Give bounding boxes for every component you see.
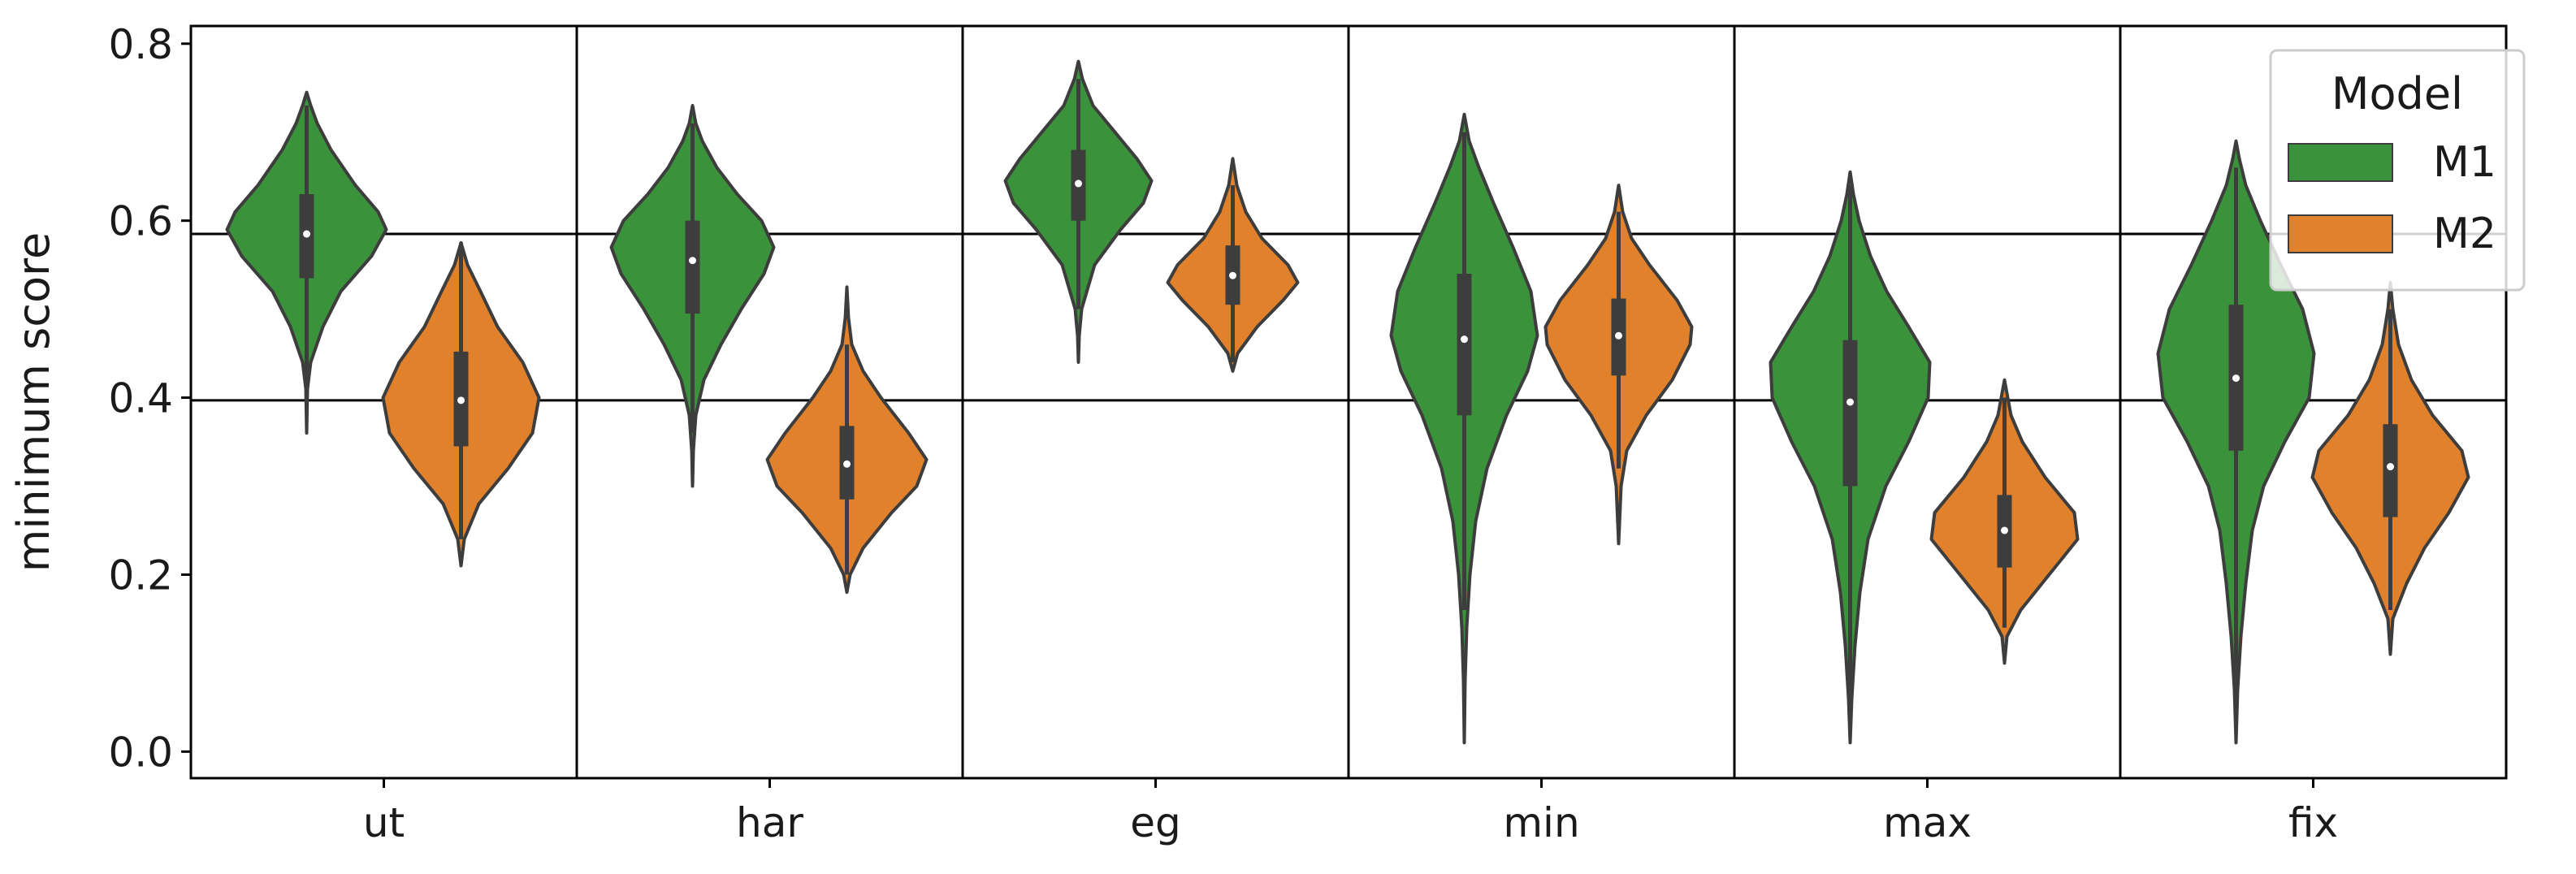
panel-separators: [575, 26, 2122, 778]
legend-label-m2: M2: [2433, 210, 2496, 258]
axes: 0.0 0.2 0.4 0.6 0.8 ut har eg min max fix: [108, 21, 2508, 846]
violin-median-point: [303, 230, 310, 238]
y-tick-label: 0.0: [108, 729, 173, 776]
legend-title: Model: [2331, 68, 2463, 119]
violin-iqr-box: [1457, 274, 1472, 416]
violin-median-point: [689, 257, 696, 265]
legend: Model M1 M2: [2269, 49, 2526, 292]
violin-median-point: [457, 396, 465, 405]
violin-iqr-box: [685, 220, 700, 314]
violin-iqr-box: [1842, 340, 1858, 487]
violin-m1-min: [1389, 112, 1539, 745]
x-tick-label: ut: [363, 799, 405, 846]
violin-m2-ut: [381, 240, 541, 568]
violin-m1-max: [1769, 170, 1932, 745]
violin-m1-ut: [225, 90, 388, 435]
violin-median-point: [2387, 463, 2394, 471]
violin-m1-har: [609, 104, 776, 488]
y-tick-label: 0.4: [108, 375, 173, 422]
violin-m2-max: [1929, 378, 2080, 665]
legend-label-m1: M1: [2433, 138, 2496, 187]
x-tick-label: eg: [1130, 799, 1181, 846]
x-tick-label: min: [1503, 799, 1579, 846]
violin-iqr-box: [2383, 424, 2398, 517]
violin-m2-har: [765, 285, 929, 595]
violin-median-point: [2001, 526, 2008, 534]
x-tick-label: max: [1883, 799, 1972, 846]
y-tick-label: 0.6: [108, 198, 173, 245]
violin-m2-min: [1543, 184, 1694, 546]
plot-frame: [189, 24, 2508, 780]
legend-swatch-m1: [2288, 143, 2393, 182]
violin-m1-fix: [2156, 139, 2316, 745]
reference-lines: [191, 232, 2506, 402]
violin-m1-eg: [1003, 59, 1154, 364]
violin-median-point: [2232, 374, 2240, 383]
violin-median-point: [1615, 331, 1622, 340]
y-tick-label: 0.2: [108, 552, 173, 599]
violin-median-point: [1461, 335, 1468, 344]
violin-m2-eg: [1166, 157, 1300, 373]
violins: [225, 59, 2470, 745]
violin-median-point: [1075, 180, 1082, 188]
legend-swatch-m2: [2288, 214, 2393, 253]
y-tick-label: 0.8: [108, 21, 173, 68]
violin-median-point: [1846, 398, 1854, 406]
x-tick-label: fix: [2288, 799, 2338, 846]
violin-median-point: [1229, 271, 1236, 279]
violin-median-point: [843, 460, 851, 468]
y-axis-label: minimum score: [8, 232, 59, 573]
x-tick-label: har: [736, 799, 803, 846]
